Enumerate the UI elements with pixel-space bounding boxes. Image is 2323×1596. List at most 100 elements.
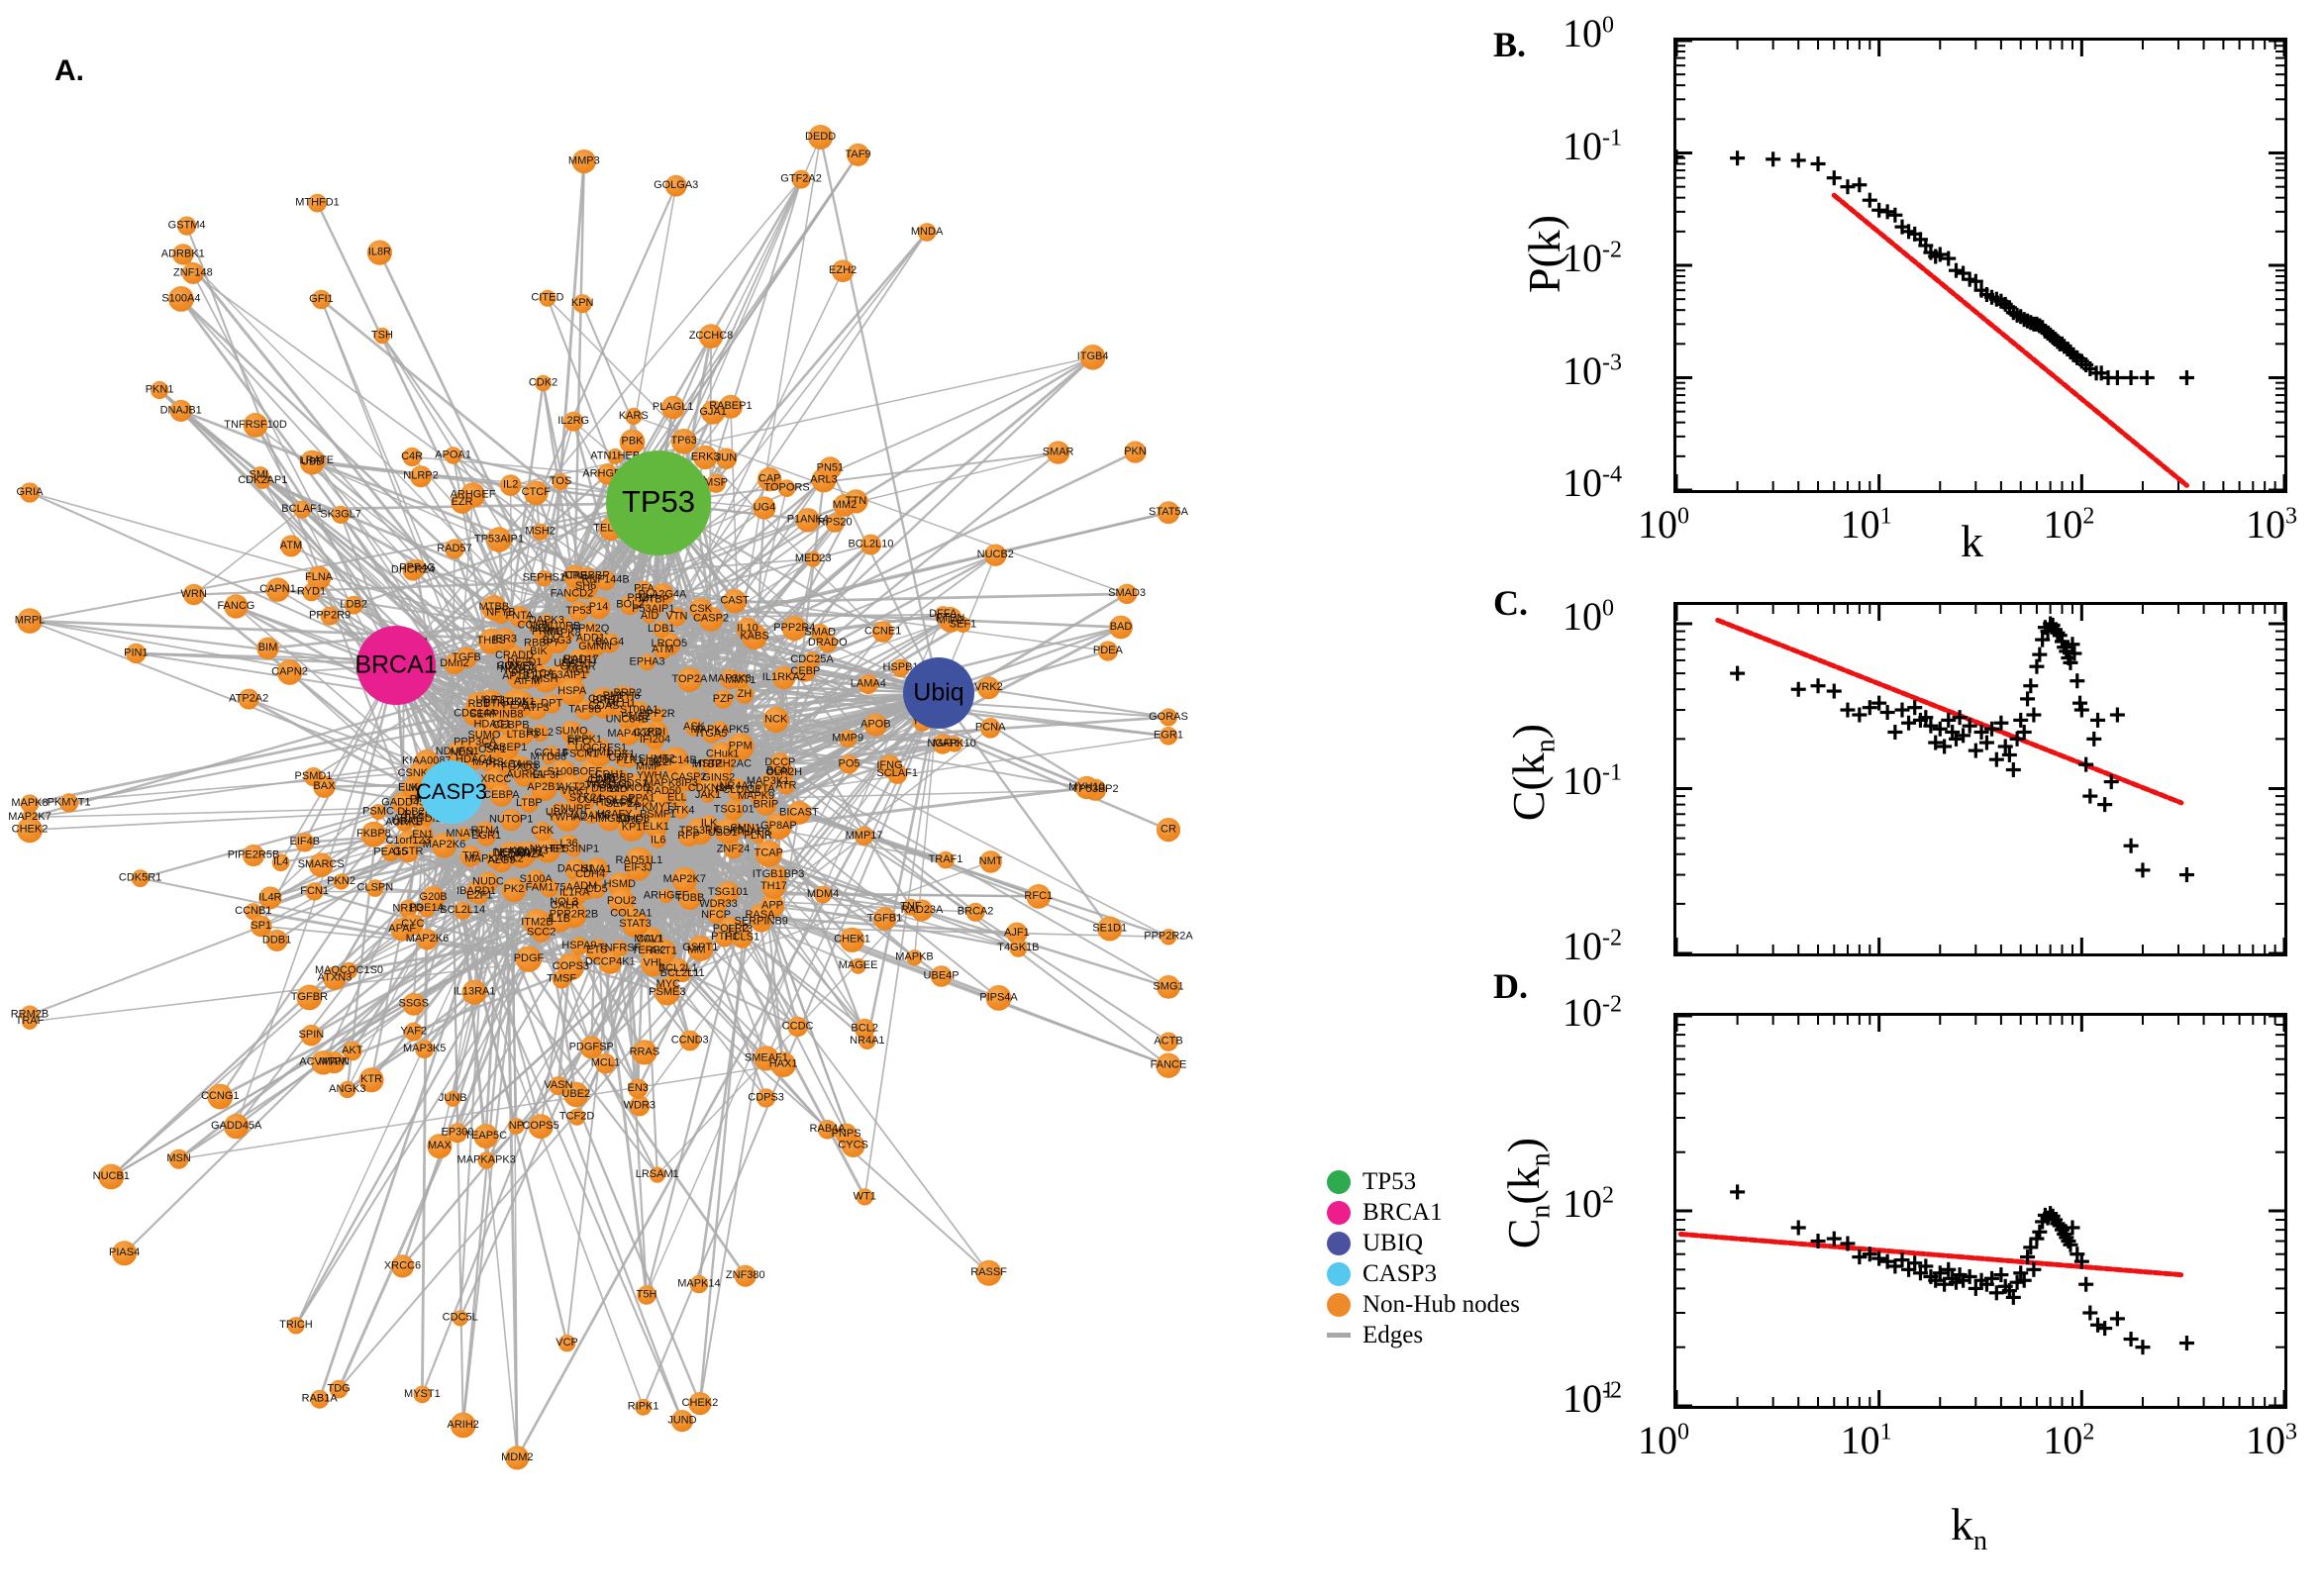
data-point[interactable] bbox=[2178, 370, 2194, 385]
network-node[interactable] bbox=[276, 659, 303, 685]
network-node[interactable] bbox=[645, 816, 667, 839]
network-node[interactable] bbox=[1124, 441, 1147, 463]
network-node[interactable] bbox=[287, 1317, 305, 1335]
network-node[interactable] bbox=[599, 633, 620, 653]
network-node[interactable] bbox=[307, 565, 332, 590]
network-node[interactable] bbox=[664, 174, 687, 197]
network-node[interactable] bbox=[525, 638, 553, 666]
data-point[interactable] bbox=[2109, 707, 2125, 723]
network-hub-nodes[interactable]: TP53 BRCA1 Ubiq CASP3 bbox=[354, 450, 974, 824]
network-node[interactable] bbox=[408, 559, 427, 577]
network-node[interactable] bbox=[566, 842, 582, 857]
network-node[interactable] bbox=[622, 753, 637, 768]
network-node[interactable] bbox=[651, 939, 676, 964]
network-node[interactable] bbox=[112, 1241, 138, 1266]
network-node[interactable] bbox=[715, 448, 738, 469]
panel-c-plot-area[interactable] bbox=[1676, 605, 2284, 953]
network-node[interactable] bbox=[751, 829, 765, 844]
network-node[interactable] bbox=[311, 289, 332, 310]
network-node[interactable] bbox=[706, 473, 726, 493]
network-node[interactable] bbox=[595, 1052, 616, 1074]
network-node[interactable] bbox=[500, 809, 523, 832]
data-point[interactable] bbox=[1968, 273, 1983, 289]
network-node[interactable] bbox=[507, 755, 532, 780]
data-point[interactable] bbox=[2135, 1340, 2151, 1355]
network-node[interactable] bbox=[938, 606, 962, 631]
network-node[interactable] bbox=[646, 796, 667, 819]
network-node[interactable] bbox=[781, 616, 807, 642]
data-point[interactable] bbox=[1810, 678, 1826, 694]
network-node[interactable] bbox=[722, 589, 748, 614]
network-node[interactable] bbox=[906, 949, 923, 966]
data-point[interactable] bbox=[1862, 192, 1877, 208]
network-node[interactable] bbox=[508, 1118, 525, 1135]
network-node[interactable] bbox=[169, 399, 192, 422]
network-node[interactable] bbox=[251, 466, 269, 485]
network-node[interactable] bbox=[250, 915, 272, 938]
network-node[interactable] bbox=[502, 843, 523, 864]
network-node[interactable] bbox=[607, 448, 624, 464]
network-node[interactable] bbox=[303, 767, 324, 787]
network-node[interactable] bbox=[452, 1310, 468, 1327]
network-node[interactable] bbox=[595, 569, 616, 591]
legend-item-tp53[interactable]: TP53 bbox=[1327, 1166, 1555, 1197]
network-node[interactable] bbox=[224, 1113, 250, 1140]
network-node[interactable] bbox=[477, 871, 499, 893]
network-node[interactable] bbox=[636, 722, 658, 745]
network-node[interactable] bbox=[777, 777, 795, 795]
network-node[interactable] bbox=[450, 1412, 476, 1439]
network-hub-tp53[interactable]: TP53 bbox=[606, 450, 711, 555]
data-point[interactable] bbox=[2032, 647, 2048, 662]
data-point[interactable] bbox=[1973, 724, 1989, 740]
network-node[interactable] bbox=[579, 1036, 603, 1059]
network-node[interactable] bbox=[770, 1051, 796, 1077]
data-point[interactable] bbox=[2123, 1332, 2139, 1347]
network-node[interactable] bbox=[803, 651, 821, 668]
network-node[interactable] bbox=[308, 193, 327, 213]
network-node[interactable] bbox=[985, 985, 1012, 1011]
data-point[interactable] bbox=[1962, 718, 1977, 734]
network-node[interactable] bbox=[477, 1151, 495, 1169]
network-node[interactable] bbox=[401, 778, 422, 798]
network-node[interactable] bbox=[557, 1335, 576, 1352]
network-node[interactable] bbox=[757, 1088, 776, 1108]
network-node[interactable] bbox=[937, 850, 955, 869]
network-node[interactable] bbox=[984, 544, 1007, 566]
network-node[interactable] bbox=[427, 1134, 453, 1159]
data-point[interactable] bbox=[1988, 1285, 2004, 1301]
network-node[interactable] bbox=[817, 1120, 838, 1140]
network-node[interactable] bbox=[688, 1392, 712, 1416]
network-node[interactable] bbox=[572, 294, 592, 314]
network-node[interactable] bbox=[238, 688, 259, 710]
data-point[interactable] bbox=[2029, 1231, 2045, 1247]
network-node[interactable] bbox=[715, 817, 743, 845]
data-point[interactable] bbox=[2065, 637, 2080, 652]
network-node[interactable] bbox=[761, 874, 786, 899]
network-node[interactable] bbox=[563, 411, 584, 432]
network-node[interactable] bbox=[625, 855, 652, 881]
network-node[interactable] bbox=[370, 804, 386, 820]
network-node[interactable] bbox=[587, 880, 606, 899]
network-node[interactable] bbox=[308, 852, 334, 877]
network-node[interactable] bbox=[21, 1013, 39, 1030]
network-node[interactable] bbox=[339, 1080, 356, 1099]
network-node[interactable] bbox=[568, 1108, 586, 1126]
legend-item-brca1[interactable]: BRCA1 bbox=[1327, 1197, 1555, 1228]
network-node[interactable] bbox=[445, 1090, 461, 1107]
network-node[interactable] bbox=[736, 617, 759, 641]
network-node[interactable] bbox=[366, 240, 392, 265]
network-node[interactable] bbox=[168, 1148, 189, 1169]
hub-circle-brca1[interactable] bbox=[356, 626, 436, 705]
network-node[interactable] bbox=[632, 1040, 657, 1065]
network-node[interactable] bbox=[649, 1166, 665, 1183]
network-node[interactable] bbox=[808, 125, 834, 150]
network-node[interactable] bbox=[533, 822, 553, 842]
network-node[interactable] bbox=[567, 648, 593, 674]
network-node[interactable] bbox=[811, 623, 830, 643]
network-node[interactable] bbox=[20, 794, 40, 814]
data-point[interactable] bbox=[1766, 151, 1781, 167]
network-node[interactable] bbox=[1097, 641, 1118, 661]
data-point[interactable] bbox=[2013, 1265, 2029, 1281]
network-node[interactable] bbox=[207, 1083, 234, 1110]
data-point[interactable] bbox=[1941, 1261, 1957, 1277]
